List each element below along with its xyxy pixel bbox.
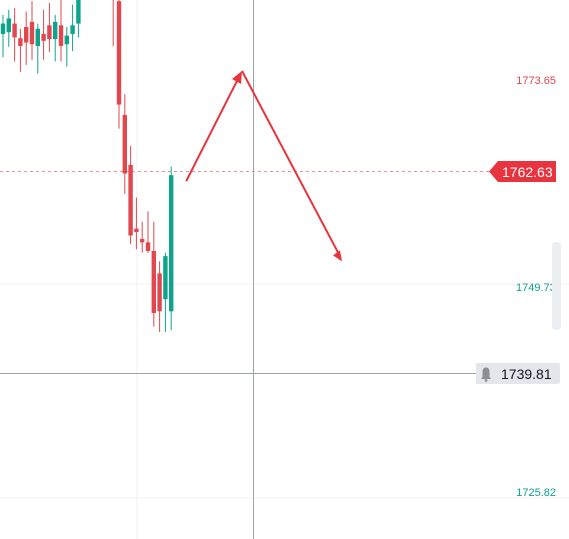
- candle-body: [53, 21, 58, 40]
- crosshair-badge-bg: [476, 363, 560, 384]
- price-axis[interactable]: 1773.65 1749.73 1725.82: [516, 75, 556, 499]
- candle-body: [122, 114, 127, 174]
- price-axis-label: 1773.65: [516, 75, 556, 87]
- candle-body: [35, 28, 40, 46]
- candle-body: [64, 35, 69, 45]
- crosshair-price-value: 1739.81: [501, 366, 552, 382]
- price-axis-label: 1749.73: [516, 282, 556, 294]
- crosshair-price-badge[interactable]: 1739.81: [476, 363, 560, 384]
- candle-body: [140, 238, 145, 243]
- candle-body: [18, 38, 23, 46]
- candle-body: [145, 242, 151, 251]
- candle-body: [134, 228, 139, 233]
- arrow-down-shaft[interactable]: [241, 70, 340, 255]
- candle-body: [24, 27, 29, 43]
- bell-icon-shape: [481, 367, 491, 379]
- bell-icon[interactable]: [481, 367, 491, 382]
- candle-body: [163, 256, 168, 300]
- candles: [0, 0, 174, 332]
- candle-body: [47, 25, 52, 40]
- candle-body: [157, 273, 162, 312]
- arrow-down-head[interactable]: [333, 250, 342, 262]
- annotation-arrows[interactable]: [185, 70, 342, 262]
- candle-body: [70, 25, 75, 34]
- candle-body: [116, 1, 122, 105]
- current-price-badge-shape: [489, 161, 556, 182]
- candle-body: [41, 33, 46, 41]
- candle-body: [12, 23, 17, 38]
- candle-body: [29, 21, 35, 45]
- current-price-value: 1762.63: [502, 164, 553, 180]
- current-price-badge[interactable]: 1762.63: [489, 161, 556, 182]
- candle-body: [151, 250, 156, 314]
- candle-body: [169, 175, 174, 312]
- candle-body: [58, 25, 64, 46]
- candle-body: [6, 18, 11, 33]
- bell-icon-clapper: [484, 379, 488, 382]
- arrow-up-head[interactable]: [232, 70, 242, 84]
- arrow-up-shaft[interactable]: [185, 76, 240, 182]
- candle-body: [0, 23, 6, 34]
- candle-body: [128, 164, 133, 236]
- candle-body: [76, 0, 81, 24]
- price-axis-label: 1725.82: [516, 487, 556, 499]
- scrollbar-handle[interactable]: [552, 242, 561, 330]
